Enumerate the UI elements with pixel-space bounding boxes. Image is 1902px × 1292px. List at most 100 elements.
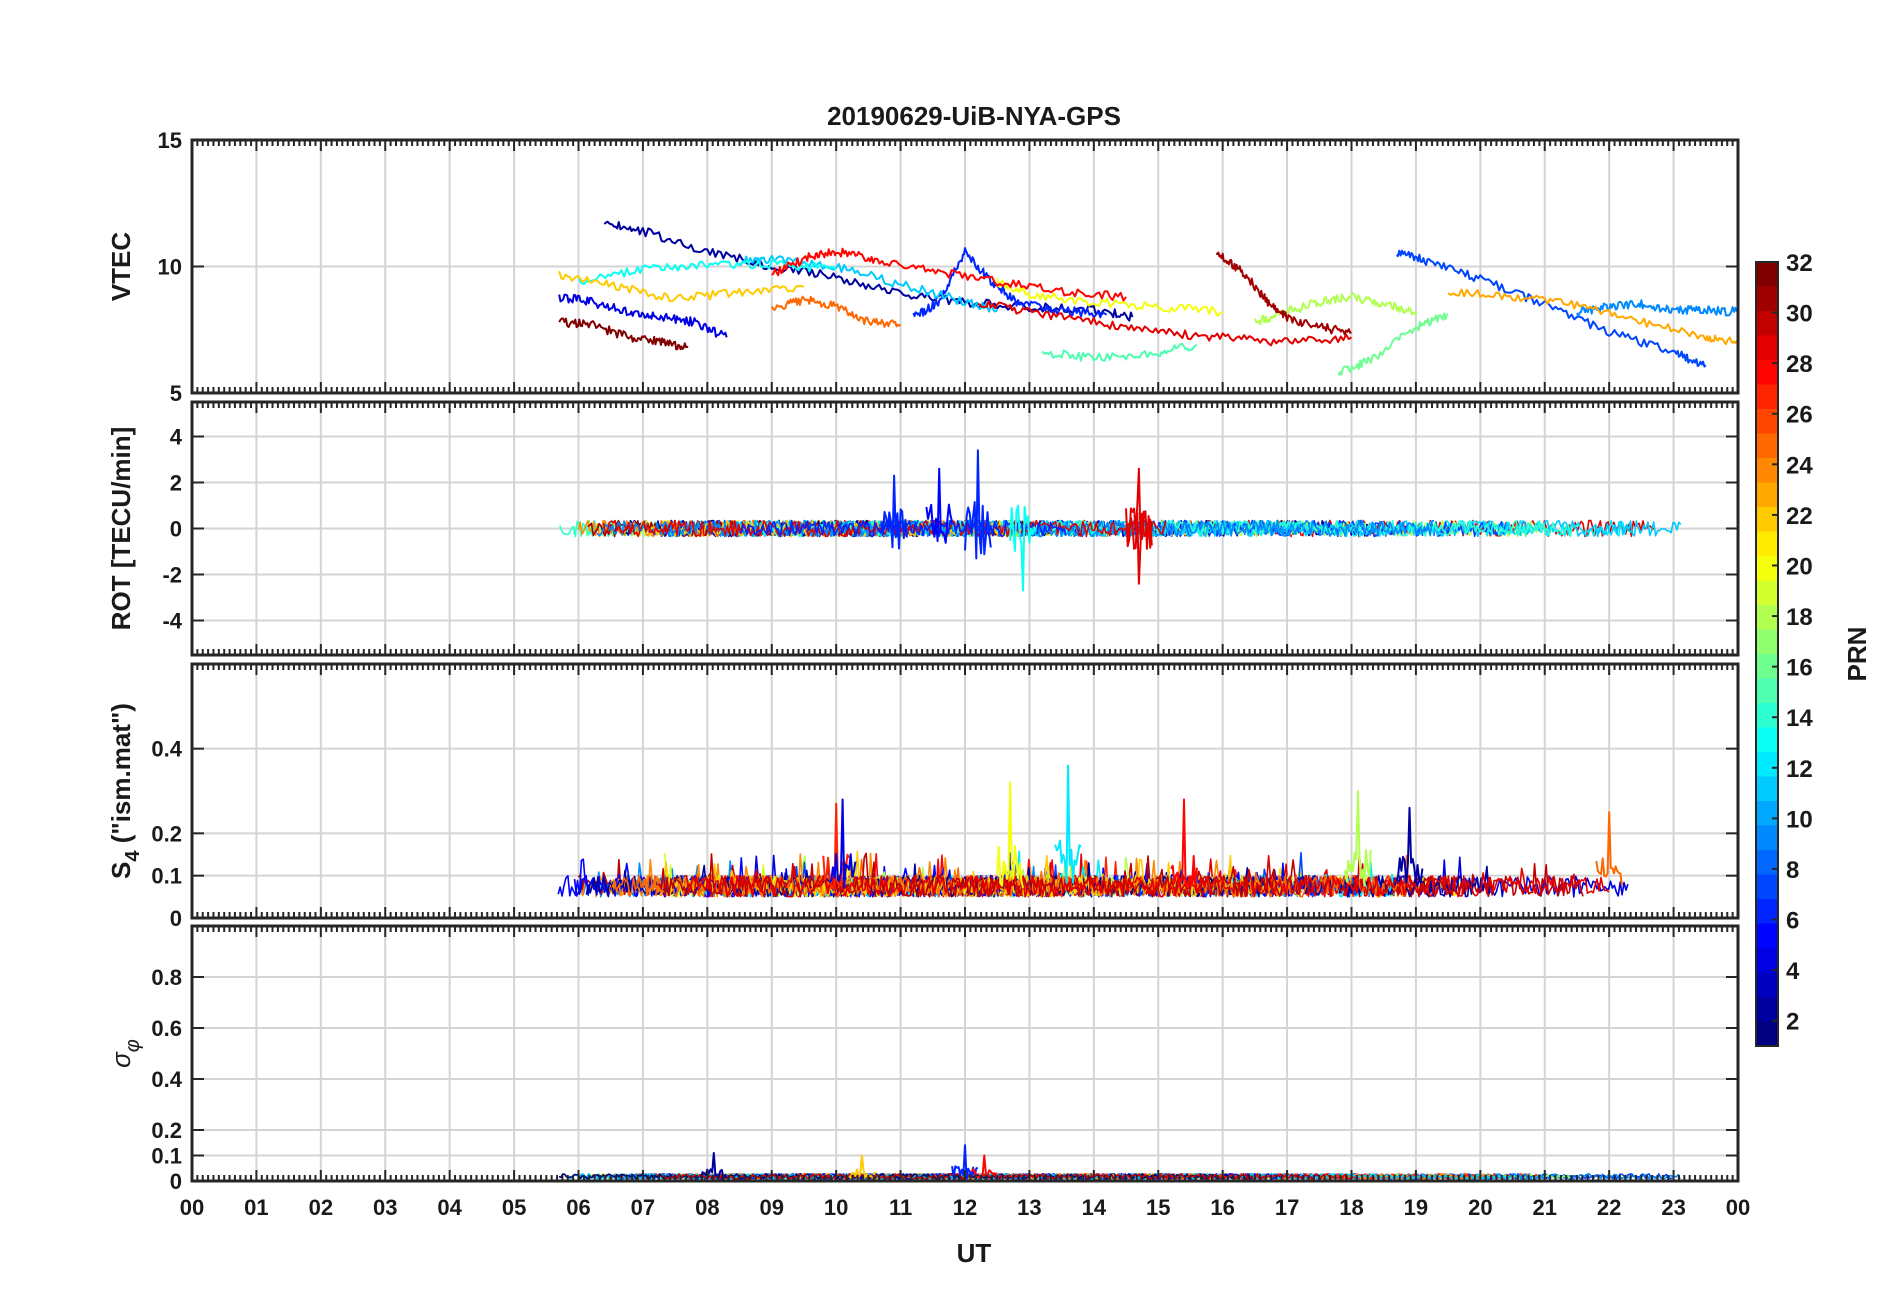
y-tick-label: -4 bbox=[162, 609, 182, 634]
y-tick-label: 0.2 bbox=[151, 1118, 182, 1143]
y-tick-label: 0.6 bbox=[151, 1016, 182, 1041]
vtec-line-prn-9 bbox=[1576, 299, 1738, 318]
rot-spike-prn-6 bbox=[880, 474, 908, 550]
series-vtec bbox=[558, 220, 1738, 376]
x-tick-label: 11 bbox=[889, 1195, 912, 1220]
x-tick-label: 04 bbox=[437, 1195, 462, 1220]
x-tick-label: 13 bbox=[1017, 1195, 1041, 1220]
x-tick-label: 23 bbox=[1661, 1195, 1685, 1220]
s4-spike-prn-18 bbox=[1344, 790, 1372, 887]
colorbar-tick-label: 24 bbox=[1786, 452, 1813, 479]
colorbar-box bbox=[1755, 261, 1779, 1047]
s4-spike-prn-12 bbox=[1054, 764, 1082, 884]
series-s4 bbox=[557, 764, 1629, 898]
vtec-line-prn-13 bbox=[577, 258, 837, 286]
sigma-spike-prn-22 bbox=[848, 1154, 876, 1179]
x-axis-label: UT bbox=[957, 1238, 992, 1268]
chart-title: 20190629-UiB-NYA-GPS bbox=[827, 101, 1121, 131]
vtec-line-prn-16 bbox=[1337, 312, 1449, 376]
y-tick-label: 0.4 bbox=[151, 1067, 182, 1092]
sigma-spike-prn-2 bbox=[699, 1152, 728, 1179]
x-tick-label: 16 bbox=[1210, 1195, 1234, 1220]
s4-spike-prn-2 bbox=[1395, 806, 1424, 884]
colorbar-gradient bbox=[1756, 262, 1778, 1046]
y-tick-label: 0.4 bbox=[151, 737, 182, 762]
rot-spike-prn-13 bbox=[1009, 504, 1037, 592]
y-tick-label: 2 bbox=[170, 471, 182, 496]
s4-spike-prn-20 bbox=[996, 781, 1024, 889]
vtec-line-prn-20 bbox=[996, 277, 1224, 317]
panel-s4: 0 0.1 0.2 0.4 S4 ("ism.mat") bbox=[106, 662, 1740, 931]
vtec-line-prn-25 bbox=[770, 295, 902, 328]
rot-spike-prn-5 bbox=[925, 467, 954, 544]
vtec-line-prn-6 bbox=[912, 247, 1108, 319]
x-tick-label: 08 bbox=[695, 1195, 719, 1220]
x-tick-label: 17 bbox=[1275, 1195, 1299, 1220]
y-axis-label-sub: φ bbox=[122, 1039, 144, 1052]
y-tick-label: 15 bbox=[158, 128, 182, 153]
y-tick-label: 0 bbox=[170, 906, 182, 931]
colorbar-tick-label: 32 bbox=[1786, 250, 1813, 277]
x-tick-label: 15 bbox=[1146, 1195, 1170, 1220]
s4-spike-prn-4 bbox=[828, 798, 857, 889]
x-tick-label: 00 bbox=[1726, 1195, 1750, 1220]
colorbar-tick-label: 28 bbox=[1786, 351, 1813, 378]
vtec-line-prn-15 bbox=[1041, 343, 1198, 362]
colorbar-tick-label: 22 bbox=[1786, 503, 1813, 530]
y-axis-label-main: σ bbox=[106, 1051, 136, 1068]
colorbar-tick-label: 10 bbox=[1786, 806, 1813, 833]
y-tick-label: 0 bbox=[170, 517, 182, 542]
x-tick-label: 07 bbox=[631, 1195, 655, 1220]
colorbar-tick-label: 16 bbox=[1786, 655, 1813, 682]
y-axis-label-vtec: VTEC bbox=[106, 232, 136, 302]
vtec-line-prn-4 bbox=[558, 293, 728, 338]
s4-spike-prn-28 bbox=[1170, 798, 1198, 889]
colorbar-tick-label: 4 bbox=[1786, 958, 1800, 985]
colorbar-tick-label: 30 bbox=[1786, 301, 1813, 328]
x-tick-label: 12 bbox=[953, 1195, 977, 1220]
panel-sigma: 00.10.2 0.4 0.6 0.8 σφ 00 01 02 03 04 05 06 07 08 09 10… bbox=[106, 924, 1750, 1220]
x-tick-label: 00 bbox=[180, 1195, 204, 1220]
x-tick-label: 02 bbox=[309, 1195, 333, 1220]
rot-trace-prn-29 bbox=[602, 519, 1167, 538]
y-axis-label-s4: S4 ("ism.mat") bbox=[106, 703, 144, 879]
y-axis-label-sub: 4 bbox=[122, 850, 144, 862]
colorbar-tick-label: 6 bbox=[1786, 908, 1799, 935]
vtec-line-prn-28 bbox=[771, 247, 1127, 302]
colorbar-tick-label: 18 bbox=[1786, 604, 1813, 631]
y-tick-label: 5 bbox=[170, 381, 182, 406]
rot-spike-prn-29 bbox=[1125, 510, 1153, 585]
panel-vtec: 5 10 15 VTEC bbox=[106, 128, 1740, 406]
x-tick-label: 22 bbox=[1597, 1195, 1621, 1220]
y-tick-label: 0.1 bbox=[151, 864, 182, 889]
y-axis-label-rest: ("ism.mat") bbox=[106, 703, 136, 850]
vtec-line-prn-2 bbox=[603, 220, 1134, 322]
colorbar-tick-label: 26 bbox=[1786, 402, 1813, 429]
vtec-line-prn-22 bbox=[558, 270, 805, 303]
colorbar-tick-label: 14 bbox=[1786, 705, 1813, 732]
vtec-line-prn-11 bbox=[738, 254, 999, 313]
colorbar-label: PRN bbox=[1842, 627, 1872, 682]
y-tick-label: -2 bbox=[162, 563, 182, 588]
vtec-line-prn-7 bbox=[1395, 249, 1707, 368]
vtec-line-prn-32 bbox=[558, 317, 689, 351]
y-tick-label: 0.1 bbox=[151, 1144, 182, 1169]
x-tick-label: 10 bbox=[824, 1195, 848, 1220]
x-tick-label: 18 bbox=[1339, 1195, 1363, 1220]
x-tick-label: 21 bbox=[1533, 1195, 1557, 1220]
colorbar-tick-label: 8 bbox=[1786, 857, 1799, 884]
y-axis-label-main: S bbox=[106, 862, 136, 879]
x-tick-label: 03 bbox=[373, 1195, 397, 1220]
x-tick-label: 14 bbox=[1082, 1195, 1107, 1220]
s4-spike-prn-25 bbox=[1595, 811, 1623, 886]
x-tick-label: 01 bbox=[244, 1195, 268, 1220]
y-tick-label: 4 bbox=[170, 425, 183, 450]
y-tick-label: 10 bbox=[158, 255, 182, 280]
x-tick-label: 09 bbox=[760, 1195, 784, 1220]
colorbar-tick-label: 2 bbox=[1786, 1009, 1799, 1036]
y-axis-label-sigma: σφ bbox=[106, 1039, 144, 1068]
vtec-line-prn-23 bbox=[1447, 288, 1738, 346]
y-tick-label: 0.8 bbox=[151, 965, 182, 990]
colorbar-tick-label: 12 bbox=[1786, 756, 1813, 783]
